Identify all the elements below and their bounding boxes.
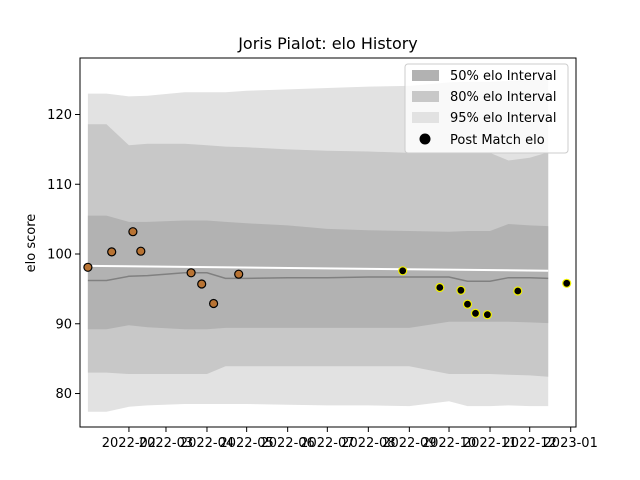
data-point xyxy=(462,299,473,309)
data-point xyxy=(209,298,219,309)
x-tick-label: 2022-02 xyxy=(102,436,156,451)
data-point xyxy=(562,278,572,288)
data-point xyxy=(83,262,93,272)
legend-swatch-p95 xyxy=(412,112,439,123)
x-tick-label: 2022-12 xyxy=(503,436,557,451)
data-point xyxy=(482,310,492,320)
y-axis-label: elo score xyxy=(24,214,39,273)
legend-box xyxy=(404,63,569,154)
x-axis: 2022-022022-032022-042022-052022-062022-… xyxy=(102,427,598,451)
y-tick-label: 90 xyxy=(55,317,72,332)
x-tick-label: 2022-11 xyxy=(463,436,517,451)
mean-lines xyxy=(87,264,549,282)
x-tick-label: 2022-05 xyxy=(219,436,273,451)
plot-area xyxy=(79,57,577,428)
x-tick-label: 2022-09 xyxy=(382,436,436,451)
x-tick-label: 2022-08 xyxy=(341,436,395,451)
data-point xyxy=(470,308,481,318)
data-point xyxy=(456,285,466,295)
match-points xyxy=(83,227,572,320)
data-point xyxy=(107,247,117,257)
legend-label-p95: 95% elo Interval xyxy=(450,111,557,126)
legend-label-p50: 50% elo Interval xyxy=(450,69,557,84)
y-axis: 80 90 100 110 120 xyxy=(47,108,80,402)
mean-line-white xyxy=(87,264,549,272)
data-point xyxy=(513,286,523,296)
x-tick-label: 2022-07 xyxy=(300,436,354,451)
data-point xyxy=(186,268,196,278)
band-50 xyxy=(87,215,549,330)
y-tick-label: 100 xyxy=(47,248,72,263)
data-point xyxy=(398,266,408,276)
data-point xyxy=(128,227,138,237)
x-tick-label: 2022-10 xyxy=(422,436,476,451)
chart-title: Joris Pialot: elo History xyxy=(237,34,418,53)
data-point xyxy=(234,269,244,279)
data-point xyxy=(435,282,445,293)
y-tick-label: 120 xyxy=(47,108,72,123)
plot-frame xyxy=(79,57,577,428)
x-tick-label: 2022-03 xyxy=(139,436,193,451)
y-tick-label: 110 xyxy=(47,178,72,193)
legend-label-p80: 80% elo Interval xyxy=(450,90,557,105)
data-point xyxy=(197,279,207,289)
legend-swatch-p50 xyxy=(412,70,439,81)
mean-line-gray xyxy=(87,272,549,282)
legend-marker-post-match xyxy=(419,133,431,145)
x-tick-label: 2023-01 xyxy=(544,436,598,451)
legend-swatch-p80 xyxy=(412,91,439,102)
legend: 50% elo Interval 80% elo Interval 95% el… xyxy=(404,63,569,154)
x-tick-label: 2022-06 xyxy=(260,436,314,451)
legend-label-post-match: Post Match elo xyxy=(450,133,545,148)
interval-bands xyxy=(87,79,549,412)
data-point xyxy=(136,246,146,256)
y-tick-label: 80 xyxy=(55,387,72,402)
x-tick-label: 2022-04 xyxy=(180,436,234,451)
